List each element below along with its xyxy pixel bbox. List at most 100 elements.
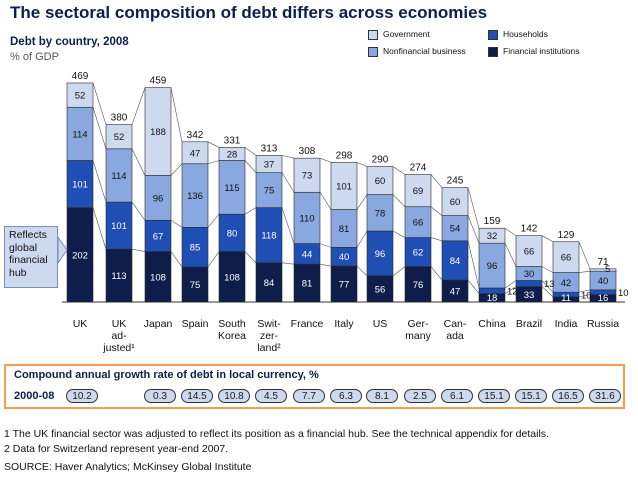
connector-line [131,87,146,125]
segment-value-label: 12 [507,286,518,297]
category-tick-label: zer- [260,330,279,342]
total-value-label: 274 [410,163,427,174]
connector-line [430,206,443,216]
footnote-1: 1 The UK financial sector was adjusted t… [4,428,549,440]
segment-value-label: 73 [302,171,313,182]
connector-line [356,230,368,248]
source-note: SOURCE: Haver Analytics; McKinsey Global… [4,461,252,473]
connector-line [578,294,591,298]
connector-line [281,155,295,159]
bar-segment-nonfinancial [218,160,246,215]
total-value-label: 469 [72,71,89,82]
cagr-value-pill: 14.5 [181,389,213,403]
segment-value-label: 110 [299,213,314,224]
connector-line [244,207,257,215]
cagr-value-pill: 10.8 [218,389,250,403]
segment-value-label: 60 [450,197,461,208]
connector-line [504,243,517,267]
segment-value-label: 108 [150,272,166,283]
category-tick-label: India [555,318,578,330]
cagr-period: 2000-08 [14,390,55,402]
bar-segment-nonfinancial [255,172,283,208]
legend-swatch-nonfinancial-business [368,46,378,57]
segment-value-label: 16 [598,293,609,304]
bar-segment-financial [105,248,133,303]
bar-segment-financial [181,266,209,303]
bar-segment-households [255,207,283,264]
segment-value-label: 78 [375,208,386,219]
total-value-label: 298 [336,150,353,161]
segment-value-label: 33 [524,290,535,301]
segment-value-label: 11 [561,293,571,304]
segment-value-label: 32 [487,231,498,242]
category-tick-label: UK [112,318,127,330]
connector-line [356,194,368,210]
connector-line [392,230,406,238]
category-tick-label: Korea [218,330,246,342]
bar-segment-nonfinancial [293,191,321,244]
total-value-label: 313 [261,143,278,154]
connector-line [319,263,332,267]
connector-line [170,220,183,228]
bar-segment-government [105,124,133,150]
connector-line [541,235,554,243]
category-tick-label: Spain [182,318,209,330]
cagr-value-pill: 16.5 [552,389,584,403]
category-tick-label: ada [446,330,464,342]
cagr-value-pill: 0.3 [144,389,176,403]
total-value-label: 129 [558,230,575,241]
bar-segment-government [293,157,321,193]
bar-segment-nonfinancial [441,215,469,242]
connector-line [244,147,257,156]
connector-line [207,141,220,148]
total-value-label: 245 [447,176,464,187]
segment-value-label: 108 [224,272,240,283]
total-value-label: 142 [521,224,538,235]
connector-line [541,286,554,298]
connector-line [244,160,257,173]
segment-value-label: 81 [339,224,350,235]
connector-line [281,262,295,265]
segment-value-label: 44 [302,249,313,260]
segment-value-label: 96 [153,193,164,204]
cagr-value-pill: 6.1 [441,389,473,403]
cagr-value-pill: 31.6 [589,389,621,403]
segment-value-label: 60 [375,176,386,187]
bar-segment-financial [255,262,283,303]
callout-pointer [57,235,68,265]
bar-segment-government [404,174,432,208]
category-tick-label: China [478,318,506,330]
connector-line [541,280,554,293]
connector-line [92,160,107,203]
legend-label-nonfinancial-business: Nonfinancial business [383,46,466,56]
legend-label-households: Households [503,29,548,39]
connector-line [319,192,332,210]
connector-line [578,289,591,293]
category-tick-label: US [373,318,388,330]
connector-line [467,215,480,244]
connector-line [170,251,183,268]
bar-segment-financial [218,251,246,303]
category-tick-label: many [405,330,431,342]
segment-value-label: 114 [72,129,87,140]
segment-value-label: 40 [598,276,609,287]
total-value-label: 159 [484,216,501,227]
bar-segment-nonfinancial [66,106,94,161]
connector-line [392,266,406,277]
bar-segment-households [181,226,209,268]
segment-value-label: 52 [114,132,125,143]
total-value-label: 308 [299,146,316,157]
category-tick-label: South [218,318,246,330]
segment-value-label: 77 [339,280,350,291]
hub-callout: Reflects global financial hub [4,226,58,288]
cagr-value-pill: 7.7 [293,389,325,403]
legend-swatch-financial-institutions [488,46,498,57]
category-tick-label: UK [73,318,88,330]
segment-value-label: 5 [605,264,610,275]
segment-value-label: 69 [413,186,424,197]
segment-value-label: 30 [524,269,535,280]
bar-segment-financial [366,275,394,303]
legend-label-financial-institutions: Financial institutions [503,46,580,56]
segment-value-label: 136 [187,191,203,202]
legend-swatch-households [488,29,498,40]
